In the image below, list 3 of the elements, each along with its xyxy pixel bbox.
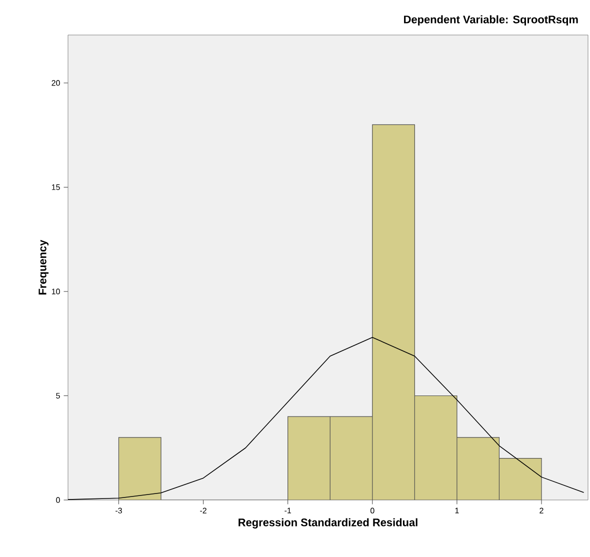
y-axis-title: Frequency [38,240,49,294]
x-axis-title: Regression Standardized Residual [238,518,418,529]
chart-title: Dependent Variable: SqrootRsqm [404,15,578,26]
